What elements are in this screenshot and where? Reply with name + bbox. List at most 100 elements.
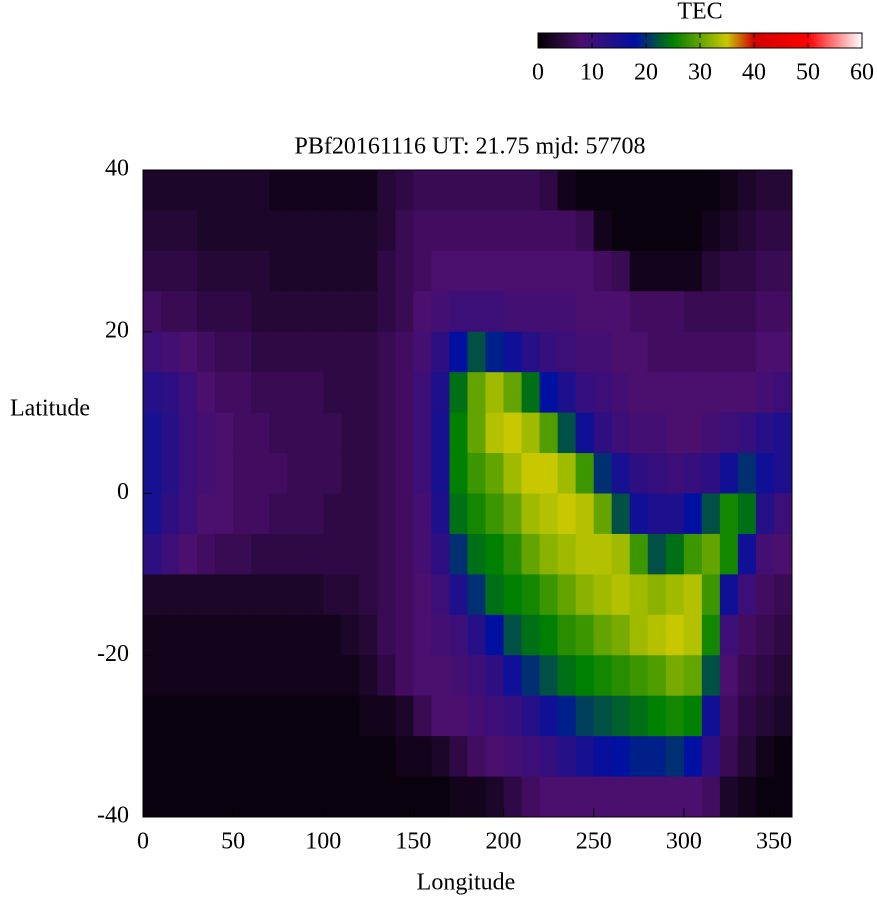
heatmap-cell (773, 614, 793, 656)
heatmap-cell (647, 331, 667, 373)
heatmap-cell (683, 574, 703, 616)
x-tick-label: 150 (395, 829, 431, 855)
heatmap-cell (179, 736, 198, 778)
heatmap-cell (683, 210, 703, 252)
heatmap-cell (341, 372, 360, 414)
heatmap-cell (629, 533, 649, 575)
heatmap-cell (557, 331, 577, 373)
heatmap-cell (431, 170, 450, 211)
heatmap-cell (143, 210, 162, 252)
heatmap-cell (449, 291, 468, 333)
heatmap-cell (773, 776, 793, 818)
colorbar-tick-label: 40 (742, 60, 766, 86)
heatmap-cell (305, 776, 324, 818)
heatmap-cell (359, 493, 378, 535)
heatmap-cell (413, 614, 432, 656)
heatmap-cell (197, 291, 216, 333)
heatmap-cell (665, 695, 685, 737)
heatmap-cell (557, 695, 577, 737)
heatmap-cell (143, 412, 162, 454)
heatmap-cell (683, 736, 703, 778)
heatmap-cell (701, 291, 721, 333)
heatmap-cell (557, 250, 577, 292)
heatmap-cell (575, 331, 595, 373)
heatmap-cell (521, 493, 541, 535)
heatmap-cell (143, 291, 162, 333)
heatmap-cell (449, 331, 468, 373)
heatmap-cell (683, 412, 703, 454)
heatmap-cell (413, 210, 432, 252)
heatmap-cell (737, 533, 757, 575)
heatmap-cell (377, 412, 396, 454)
heatmap-cell (629, 291, 649, 333)
heatmap-cell (431, 736, 450, 778)
heatmap-cell (701, 614, 721, 656)
heatmap-cell (521, 695, 541, 737)
heatmap-cell (251, 210, 270, 252)
heatmap-cell (197, 776, 216, 818)
heatmap-cell (647, 291, 667, 333)
heatmap-cell (449, 412, 468, 454)
heatmap-cell (521, 331, 541, 373)
heatmap-cell (485, 493, 505, 535)
heatmap-cell (557, 655, 577, 697)
heatmap-cell (323, 372, 342, 414)
heatmap-cell (179, 170, 198, 211)
heatmap-cell (377, 331, 396, 373)
heatmap-cell (575, 210, 595, 252)
heatmap-cell (755, 291, 775, 333)
heatmap-cell (197, 412, 216, 454)
heatmap-cell (719, 372, 739, 414)
heatmap-cell (341, 412, 360, 454)
heatmap-cell (647, 412, 667, 454)
heatmap-cell (449, 250, 468, 292)
heatmap-cell (413, 412, 432, 454)
heatmap-cell (449, 695, 468, 737)
heatmap-cell (323, 412, 342, 454)
heatmap-cell (251, 776, 270, 818)
heatmap-cell (629, 776, 649, 818)
heatmap-cell (575, 574, 595, 616)
heatmap-cell (773, 533, 793, 575)
heatmap-cell (161, 372, 180, 414)
heatmap-cell (413, 170, 432, 211)
heatmap-cell (665, 655, 685, 697)
heatmap-cell (557, 210, 577, 252)
heatmap-cell (305, 372, 324, 414)
heatmap-cell (557, 574, 577, 616)
heatmap-cell (701, 695, 721, 737)
heatmap-cell (611, 695, 631, 737)
heatmap-cell (449, 574, 468, 616)
heatmap-cell (233, 412, 252, 454)
heatmap-cell (611, 210, 631, 252)
heatmap-cell (287, 291, 306, 333)
heatmap-cell (467, 210, 487, 252)
heatmap-cell (395, 574, 414, 616)
heatmap-cell (539, 170, 559, 211)
heatmap-cell (539, 574, 559, 616)
heatmap-cell (179, 291, 198, 333)
heatmap-cell (377, 533, 396, 575)
heatmap-cell (269, 695, 288, 737)
heatmap-cell (377, 210, 396, 252)
heatmap-cell (197, 533, 216, 575)
heatmap-cell (395, 736, 414, 778)
heatmap-cell (611, 291, 631, 333)
heatmap-cell (737, 210, 757, 252)
heatmap-cell (449, 655, 468, 697)
heatmap-cell (485, 736, 505, 778)
heatmap-cell (233, 776, 252, 818)
heatmap-cell (773, 331, 793, 373)
heatmap-cell (413, 372, 432, 414)
heatmap-cell (485, 695, 505, 737)
heatmap-cell (251, 574, 270, 616)
heatmap-cell (683, 655, 703, 697)
heatmap-cell (197, 614, 216, 656)
heatmap-cell (395, 170, 414, 211)
heatmap-cell (593, 736, 613, 778)
heatmap-cell (161, 776, 180, 818)
heatmap-cell (251, 170, 270, 211)
heatmap-cell (539, 291, 559, 333)
heatmap-cell (341, 453, 360, 494)
heatmap-cell (755, 372, 775, 414)
